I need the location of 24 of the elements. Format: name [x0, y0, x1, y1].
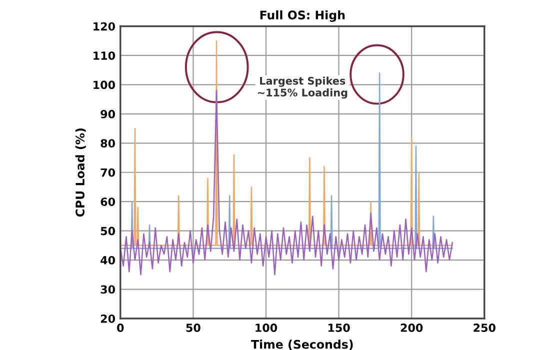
- x-tick-label: 250: [474, 324, 496, 332]
- y-tick-label: 40: [100, 256, 116, 264]
- x-tick-label: 200: [400, 324, 423, 332]
- x-axis-title: Time (Seconds): [251, 340, 353, 350]
- y-tick-label: 30: [100, 285, 116, 294]
- y-tick-label: 90: [100, 110, 116, 118]
- y-tick-label: 100: [94, 80, 116, 90]
- y-tick-label: 70: [100, 168, 116, 177]
- y-tick-label: 80: [100, 139, 116, 148]
- y-tick-label: 120: [94, 22, 116, 31]
- y-tick-label: 60: [100, 198, 116, 206]
- y-tick-label: 110: [94, 51, 116, 60]
- y-tick-label: 20: [100, 314, 116, 323]
- x-tick-label: 50: [186, 324, 200, 332]
- y-axis-title: CPU Load (%): [75, 128, 86, 217]
- chart-title: Full OS: High: [260, 10, 345, 22]
- y-tick-label: 50: [100, 226, 116, 236]
- x-tick-label: 150: [328, 324, 350, 332]
- line-series: [120, 40, 453, 246]
- x-tick-label: 100: [256, 324, 278, 332]
- annotation: Largest Spikes ~115% Loading: [258, 76, 348, 99]
- x-tick-label: 0: [117, 324, 124, 332]
- line-series: [120, 90, 453, 276]
- line-series: [120, 72, 453, 249]
